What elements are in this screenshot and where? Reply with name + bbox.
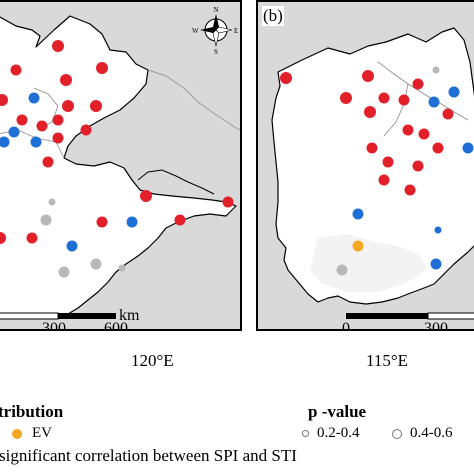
coastline-south-a (137, 169, 215, 195)
legend-ev-item: EV (12, 425, 52, 442)
station-marker (280, 72, 292, 84)
station-marker (126, 216, 138, 228)
station-marker (412, 160, 424, 172)
legend-p-item-1: 0.2-0.4 (302, 425, 360, 442)
legend-distribution-title: tribution (0, 402, 64, 421)
scale-tick-0: 0 (342, 320, 350, 331)
station-marker (448, 86, 460, 98)
compass-rose: N S E W (192, 6, 238, 56)
legend-ev-label: EV (32, 425, 52, 441)
panel-tag-b: (b) (262, 6, 284, 26)
stations-a (0, 40, 234, 278)
station-marker (80, 124, 92, 136)
station-marker (434, 226, 442, 234)
compass-e: E (234, 27, 238, 35)
station-marker (0, 232, 6, 244)
station-marker (96, 62, 108, 74)
compass-n: N (213, 6, 218, 14)
scale-tick-300-b: 300 (424, 320, 448, 331)
station-marker (352, 240, 364, 252)
legend-p-item-2: 0.4-0.6 (392, 425, 453, 442)
legend-p1-dot (302, 430, 309, 437)
station-marker (10, 64, 22, 76)
legend-p2-label: 0.4-0.6 (410, 425, 453, 441)
compass-w: W (192, 27, 199, 35)
station-marker (40, 214, 52, 226)
station-marker (428, 96, 440, 108)
station-marker (364, 106, 376, 118)
station-marker (26, 232, 38, 244)
station-marker (16, 114, 28, 126)
legend-p-value-title: p -value (308, 402, 367, 421)
station-marker (58, 266, 70, 278)
scale-bar-a: 300 600 km (0, 307, 140, 331)
station-marker (222, 196, 234, 208)
station-marker (42, 156, 54, 168)
station-marker (52, 40, 64, 52)
station-marker (382, 156, 394, 168)
stations-b (280, 66, 474, 276)
station-marker (118, 264, 126, 272)
station-marker (402, 124, 414, 136)
map-panel-a: N S E W 300 600 km (0, 0, 242, 331)
province-boundary-b (377, 61, 469, 137)
longitude-label-a: 120°E (131, 351, 174, 370)
station-marker (340, 92, 352, 104)
station-marker (90, 258, 102, 270)
station-marker (412, 78, 424, 90)
station-marker (48, 198, 56, 206)
longitude-label-b: 115°E (366, 351, 409, 370)
station-marker (52, 114, 64, 126)
station-marker (336, 264, 348, 276)
station-marker (8, 126, 20, 138)
station-marker (352, 208, 364, 220)
station-marker (432, 142, 444, 154)
station-marker (418, 128, 430, 140)
scale-bar-b: 0 300 (342, 312, 474, 331)
map-b-svg: 0 300 (271, 27, 474, 331)
legend-p1-label: 0.2-0.4 (317, 425, 360, 441)
station-marker (52, 132, 64, 144)
station-marker (366, 142, 378, 154)
station-marker (398, 94, 410, 106)
legend-ev-dot (12, 428, 22, 439)
legend-p2-dot (392, 428, 402, 439)
station-marker (96, 216, 108, 228)
station-marker (462, 142, 474, 154)
scale-unit: km (119, 307, 140, 324)
station-marker (0, 94, 8, 106)
station-marker (36, 120, 48, 132)
station-marker (430, 258, 442, 270)
station-marker (60, 74, 72, 86)
compass-s: S (214, 48, 218, 56)
footnote-text: significant correlation between SPI and … (0, 446, 297, 465)
station-marker (442, 108, 454, 120)
station-marker (378, 92, 390, 104)
station-marker (62, 100, 74, 112)
station-marker (174, 214, 186, 226)
map-a-svg: N S E W 300 600 km (0, 6, 240, 331)
region-outline-a (0, 15, 237, 319)
region-outline-b (271, 27, 474, 305)
shaded-highland-b (310, 234, 428, 292)
scale-tick-300: 300 (42, 320, 66, 331)
station-marker (140, 190, 152, 202)
station-marker (90, 100, 102, 112)
station-marker (30, 136, 42, 148)
station-marker (432, 66, 440, 74)
station-marker (28, 92, 40, 104)
station-marker (404, 184, 416, 196)
station-marker (66, 240, 78, 252)
station-marker (0, 136, 10, 148)
station-marker (378, 174, 390, 186)
map-panel-b: 0 300 (b) (256, 0, 474, 331)
coastline-east-a (147, 69, 240, 131)
station-marker (362, 70, 374, 82)
scale-tick-600: 600 (104, 320, 128, 331)
